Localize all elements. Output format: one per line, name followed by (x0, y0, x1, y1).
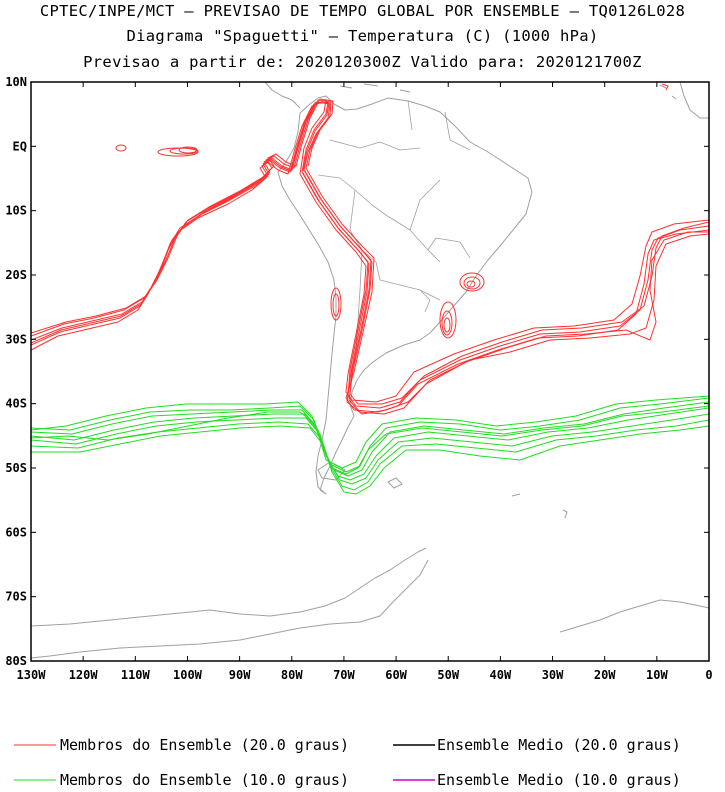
contour-20c-pacific (31, 99, 327, 351)
contour-20c-pacific (31, 98, 334, 334)
contour-20c-blob (439, 301, 457, 339)
axis-ticks (30, 81, 710, 662)
contour-20c-blob (169, 147, 199, 155)
tierra-del-fuego (317, 461, 346, 481)
caribbean-islands (339, 83, 411, 93)
lon-tick-label: 10W (646, 668, 668, 682)
contour-20c-blob (178, 146, 198, 154)
contour-20c-pacific (31, 101, 329, 346)
lon-tick-label: 60W (385, 668, 407, 682)
lon-tick-label: 0 (705, 668, 712, 682)
lon-tick-label: 50W (437, 668, 459, 682)
contour-20c-blob (661, 83, 669, 91)
legend-label-members-20: Membros do Ensemble (20.0 graus) (60, 736, 349, 754)
south-america-coastline (277, 95, 533, 495)
contour-20c-blob (332, 293, 340, 317)
atlantic-islands (659, 84, 677, 100)
falklands (387, 477, 403, 489)
map-layer (31, 82, 709, 659)
contour-20c-pacific (31, 99, 332, 337)
legend-label-mean-20: Ensemble Medio (20.0 graus) (437, 736, 681, 754)
antarctica-coastline (31, 547, 429, 659)
contour-20c-andes (305, 167, 709, 413)
contour-20c-blob (443, 317, 451, 333)
lat-tick-label: 70S (5, 590, 27, 604)
south-georgia (511, 493, 568, 519)
title-line-1: CPTEC/INPE/MCT – PREVISAO DE TEMPO GLOBA… (39, 2, 686, 20)
contour-10c-member (31, 407, 709, 481)
contour-20c-blob (466, 280, 476, 288)
contour-20c-andes (302, 172, 709, 415)
contour-20c-blob (459, 272, 485, 292)
lon-tick-label: 100W (173, 668, 203, 682)
contour-10c-member (31, 401, 709, 477)
lat-tick-label: 10S (5, 204, 27, 218)
lat-tick-label: 80S (5, 654, 27, 668)
lon-tick-label: 130W (17, 668, 47, 682)
lat-tick-label: 10N (5, 75, 27, 89)
lat-tick-label: EQ (13, 139, 27, 153)
title-line-2: Diagrama "Spaguetti" – Temperatura (C) (… (126, 27, 599, 45)
lat-tick-label: 30S (5, 332, 27, 346)
contour-10c-member (31, 395, 709, 469)
contour-20c-blob (463, 276, 481, 290)
africa-coastline (679, 82, 709, 119)
contour-20c-blob (441, 310, 453, 336)
contour-10c-member (31, 405, 709, 475)
lon-tick-label: 110W (121, 668, 151, 682)
ensemble-members-10c (31, 395, 709, 495)
lon-tick-label: 30W (542, 668, 564, 682)
lat-axis-labels: 10N EQ 10S 20S 30S 40S 50S 60S 70S 80S (5, 75, 27, 668)
legend: Membros do Ensemble (20.0 graus) Ensembl… (14, 736, 681, 789)
lat-tick-label: 60S (5, 525, 27, 539)
contour-10c-member (31, 413, 709, 485)
legend-label-mean-10: Ensemble Medio (10.0 graus) (437, 771, 681, 789)
plot-frame (30, 81, 710, 662)
ensemble-members-20c (31, 83, 709, 415)
contour-10c-member (31, 397, 709, 473)
contour-20c-andes (299, 173, 709, 403)
lat-tick-label: 40S (5, 397, 27, 411)
legend-label-members-10: Membros do Ensemble (10.0 graus) (60, 771, 349, 789)
contour-10c-member (31, 425, 709, 495)
country-borders (317, 100, 471, 351)
title-line-3: Previsao a partir de: 2020120300Z Valido… (83, 53, 642, 71)
lat-tick-label: 20S (5, 268, 27, 282)
contour-20c-pacific (31, 101, 331, 341)
contour-20c-blob (157, 147, 199, 157)
lon-tick-label: 90W (229, 668, 251, 682)
lat-tick-label: 50S (5, 461, 27, 475)
contour-20c-blob (115, 144, 127, 152)
contour-20c-blob (330, 287, 342, 321)
contour-20c-pacific (31, 102, 330, 344)
lon-tick-label: 80W (281, 668, 303, 682)
contour-10c-member (31, 419, 709, 491)
antarctica-coastline-east (559, 599, 709, 633)
lon-tick-label: 20W (594, 668, 616, 682)
coastlines (31, 82, 709, 659)
lon-tick-label: 40W (490, 668, 512, 682)
lon-axis-labels: 130W 120W 110W 100W 90W 80W 70W 60W 50W 40W 30W 20W… (17, 668, 713, 682)
central-america-coastline (264, 82, 301, 109)
lon-tick-label: 70W (333, 668, 355, 682)
lon-tick-label: 120W (69, 668, 99, 682)
